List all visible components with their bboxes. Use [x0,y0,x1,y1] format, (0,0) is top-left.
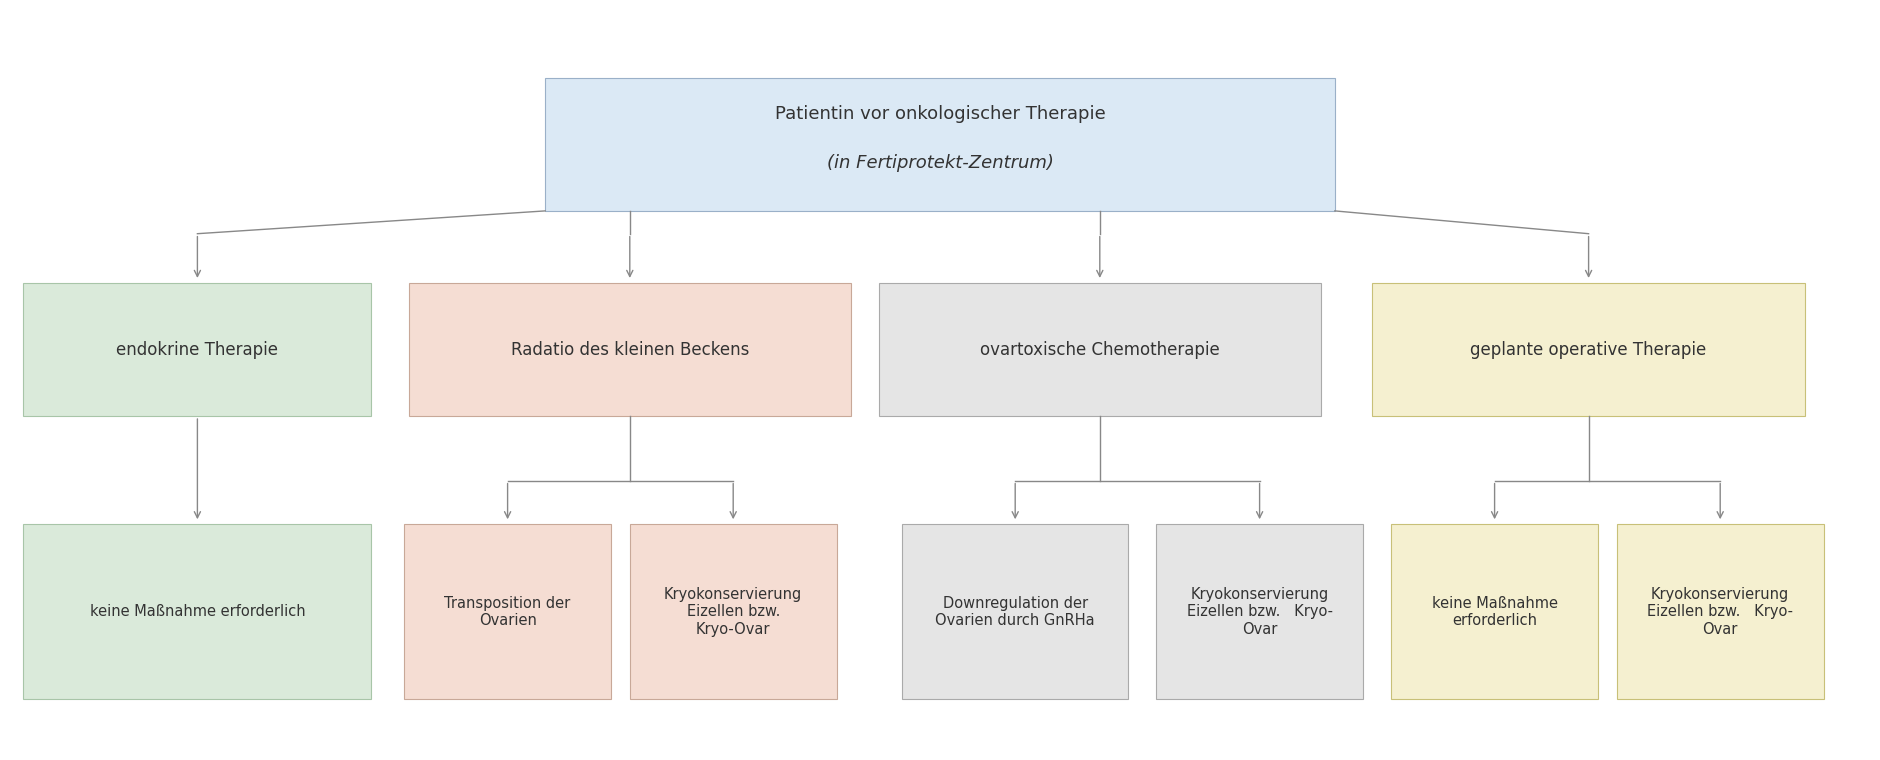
Text: Patientin vor onkologischer Therapie: Patientin vor onkologischer Therapie [775,105,1105,123]
Text: Kryokonservierung
Eizellen bzw.   Kryo-
Ovar: Kryokonservierung Eizellen bzw. Kryo- Ov… [1186,587,1333,637]
FancyBboxPatch shape [1617,524,1824,699]
Text: Downregulation der
Ovarien durch GnRHa: Downregulation der Ovarien durch GnRHa [936,596,1094,628]
FancyBboxPatch shape [1391,524,1598,699]
Text: ovartoxische Chemotherapie: ovartoxische Chemotherapie [979,340,1220,359]
FancyBboxPatch shape [878,283,1320,416]
FancyBboxPatch shape [545,78,1335,211]
FancyBboxPatch shape [1372,283,1805,416]
Text: keine Maßnahme erforderlich: keine Maßnahme erforderlich [90,604,305,619]
FancyBboxPatch shape [410,283,850,416]
FancyBboxPatch shape [404,524,611,699]
Text: Radatio des kleinen Beckens: Radatio des kleinen Beckens [511,340,748,359]
Text: Kryokonservierung
Eizellen bzw.
Kryo-Ovar: Kryokonservierung Eizellen bzw. Kryo-Ova… [664,587,803,637]
Text: Kryokonservierung
Eizellen bzw.   Kryo-
Ovar: Kryokonservierung Eizellen bzw. Kryo- Ov… [1647,587,1794,637]
FancyBboxPatch shape [902,524,1128,699]
FancyBboxPatch shape [1156,524,1363,699]
Text: keine Maßnahme
erforderlich: keine Maßnahme erforderlich [1431,596,1559,628]
Text: (in Fertiprotekt-Zentrum): (in Fertiprotekt-Zentrum) [827,154,1053,173]
Text: Transposition der
Ovarien: Transposition der Ovarien [444,596,572,628]
FancyBboxPatch shape [630,524,837,699]
Text: geplante operative Therapie: geplante operative Therapie [1470,340,1707,359]
Text: endokrine Therapie: endokrine Therapie [117,340,278,359]
FancyBboxPatch shape [23,524,372,699]
FancyBboxPatch shape [23,283,372,416]
